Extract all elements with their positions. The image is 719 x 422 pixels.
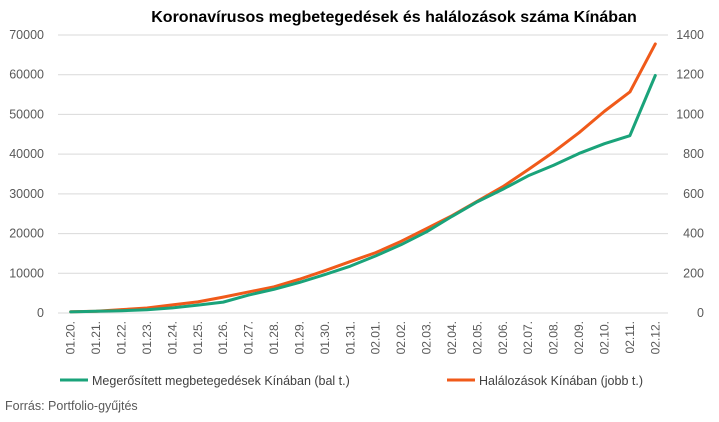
data-point-deaths — [349, 260, 352, 263]
right-tick-label: 200 — [683, 266, 704, 280]
data-point-confirmed — [476, 200, 479, 203]
x-tick-label: 01.22. — [115, 321, 129, 354]
right-tick-label: 1400 — [676, 28, 704, 42]
data-point-deaths — [654, 42, 657, 46]
x-tick-label: 02.05. — [470, 321, 484, 354]
data-point-confirmed — [603, 142, 606, 145]
x-tick-label: 01.28. — [267, 321, 281, 354]
x-tick-label: 02.11. — [623, 321, 637, 353]
legend: Megerősített megbetegedések Kínában (bal… — [60, 374, 643, 388]
data-point-confirmed — [120, 309, 123, 312]
data-point-deaths — [399, 240, 403, 243]
left-tick-label: 40000 — [9, 147, 44, 161]
x-tick-label: 02.12. — [648, 321, 662, 354]
data-point-confirmed — [171, 306, 174, 310]
x-tick-label: 02.07. — [521, 321, 535, 354]
right-tick-label: 1200 — [676, 68, 704, 82]
data-point-confirmed — [527, 174, 530, 177]
data-point-deaths — [577, 131, 581, 134]
data-point-deaths — [196, 300, 199, 304]
series-layer — [69, 42, 657, 314]
data-point-confirmed — [323, 273, 327, 276]
data-point-confirmed — [501, 188, 504, 191]
data-point-confirmed — [552, 164, 555, 167]
series-line-confirmed — [69, 73, 657, 314]
data-point-deaths — [247, 290, 250, 294]
right-y-axis: 0 200 400 600 800 1000 1200 1400 — [676, 28, 704, 320]
x-tick-label: 01.25. — [191, 321, 205, 354]
left-tick-label: 50000 — [9, 107, 44, 121]
left-tick-label: 0 — [37, 306, 44, 320]
data-point-deaths — [527, 168, 530, 171]
x-tick-label: 02.10. — [597, 321, 611, 354]
data-point-confirmed — [69, 310, 72, 314]
data-point-confirmed — [272, 288, 276, 291]
data-point-deaths — [222, 295, 225, 299]
x-tick-label: 02.01. — [369, 321, 383, 354]
x-tick-label: 02.02. — [394, 321, 408, 354]
x-tick-label: 01.23. — [140, 321, 154, 354]
left-tick-label: 30000 — [9, 187, 44, 201]
x-tick-label: 02.06. — [496, 321, 510, 354]
x-axis: 01.20. 01.21. 01.22. 01.23. 01.24. 01.25. 01.2… — [64, 321, 663, 354]
data-point-confirmed — [94, 310, 98, 313]
data-point-confirmed — [196, 303, 199, 307]
data-point-confirmed — [628, 134, 632, 137]
data-point-confirmed — [425, 230, 428, 234]
x-tick-label: 02.09. — [572, 321, 586, 354]
data-point-confirmed — [222, 300, 225, 304]
left-y-axis: 0 10000 20000 30000 40000 50000 60000 70000 — [9, 28, 44, 320]
data-point-confirmed — [247, 293, 250, 297]
right-tick-label: 800 — [683, 147, 704, 161]
data-point-deaths — [298, 278, 301, 281]
right-tick-label: 1000 — [676, 107, 704, 121]
left-tick-label: 20000 — [9, 227, 44, 241]
x-tick-label: 01.27. — [242, 321, 256, 354]
data-point-confirmed — [399, 243, 403, 246]
x-tick-label: 01.26. — [216, 321, 230, 354]
data-point-confirmed — [349, 264, 352, 268]
right-tick-label: 600 — [683, 187, 704, 201]
right-tick-label: 0 — [697, 306, 704, 320]
legend-label-deaths: Halálozások Kínában (jobb t.) — [479, 374, 643, 388]
x-tick-label: 01.31. — [343, 321, 357, 354]
left-tick-label: 10000 — [9, 266, 44, 280]
data-point-confirmed — [450, 215, 454, 218]
data-point-deaths — [628, 90, 632, 94]
x-tick-label: 02.04. — [445, 321, 459, 354]
right-tick-label: 400 — [683, 227, 704, 241]
data-point-deaths — [552, 150, 555, 154]
x-tick-label: 01.24. — [165, 321, 179, 354]
left-tick-label: 60000 — [9, 68, 44, 82]
x-tick-label: 02.03. — [420, 321, 434, 354]
data-point-deaths — [425, 227, 428, 230]
data-point-confirmed — [577, 152, 581, 155]
x-tick-label: 01.30. — [318, 321, 332, 354]
x-tick-label: 02.08. — [547, 321, 561, 354]
data-point-confirmed — [298, 281, 301, 284]
x-tick-label: 01.29. — [292, 321, 306, 354]
data-point-deaths — [374, 251, 377, 254]
legend-label-confirmed: Megerősített megbetegedések Kínában (bal… — [92, 374, 350, 388]
data-point-deaths — [603, 110, 606, 113]
data-point-confirmed — [654, 74, 657, 77]
source-note: Forrás: Portfolio-gyűjtés — [5, 399, 138, 413]
data-point-deaths — [272, 285, 276, 288]
series-line-deaths — [69, 42, 657, 314]
data-point-deaths — [171, 303, 174, 307]
x-tick-label: 01.21. — [89, 321, 103, 354]
chart-title: Koronavírusos megbetegedések és halálozá… — [151, 9, 637, 26]
data-point-confirmed — [145, 308, 149, 311]
grid-lines — [58, 34, 668, 314]
left-tick-label: 70000 — [9, 28, 44, 42]
data-point-confirmed — [374, 254, 377, 258]
data-point-deaths — [323, 269, 327, 272]
x-tick-label: 01.20. — [64, 321, 78, 354]
